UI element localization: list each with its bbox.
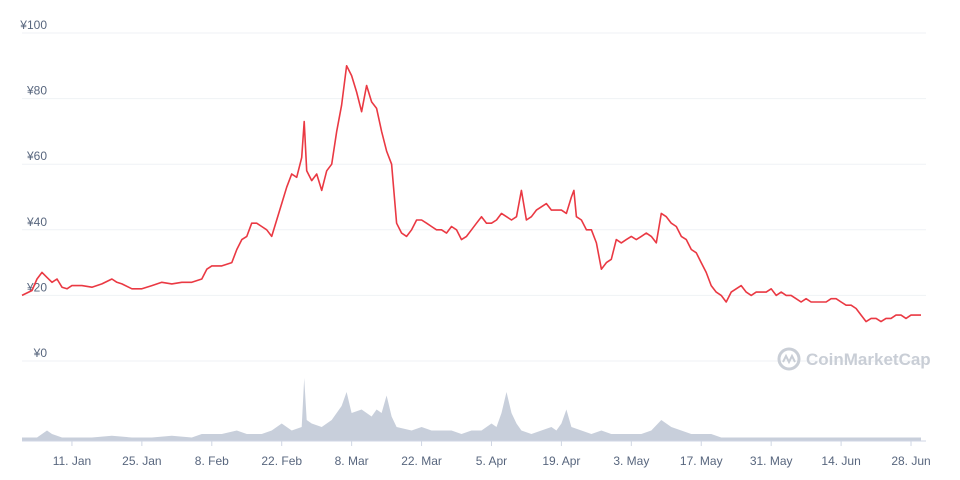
coinmarketcap-watermark: CoinMarketCap	[777, 347, 931, 371]
volume-area	[22, 378, 921, 441]
x-tick-label: 3. May	[613, 454, 649, 468]
x-tick-label: 8. Mar	[335, 454, 369, 468]
x-tick-label: 8. Feb	[195, 454, 229, 468]
x-tick-label: 28. Jun	[891, 454, 930, 468]
y-tick-label: ¥60	[26, 149, 47, 163]
x-tick-label: 5. Apr	[476, 454, 507, 468]
x-tick-label: 22. Feb	[261, 454, 302, 468]
y-axis-tick-labels: ¥0¥20¥40¥60¥80¥100	[19, 18, 47, 360]
x-tick-label: 22. Mar	[401, 454, 442, 468]
y-tick-label: ¥100	[19, 18, 47, 32]
gridlines	[22, 32, 926, 362]
coinmarketcap-logo-icon	[777, 347, 801, 371]
watermark-text: CoinMarketCap	[806, 350, 931, 369]
price-line	[21, 65, 921, 323]
y-tick-label: ¥40	[26, 215, 47, 229]
y-tick-label: ¥80	[26, 84, 47, 98]
price-line-path	[21, 65, 921, 323]
x-tick-label: 25. Jan	[122, 454, 161, 468]
x-axis-tick-labels: 11. Jan 25. Jan 8. Feb 22. Feb 8. Mar 22. Mar…	[53, 441, 931, 468]
x-tick-label: 17. May	[680, 454, 723, 468]
x-tick-label: 11. Jan	[53, 454, 91, 468]
x-tick-label: 31. May	[750, 454, 793, 468]
volume-area-path	[22, 378, 921, 441]
y-tick-label: ¥0	[33, 346, 48, 360]
x-tick-label: 19. Apr	[542, 454, 580, 468]
x-tick-label: 14. Jun	[821, 454, 860, 468]
